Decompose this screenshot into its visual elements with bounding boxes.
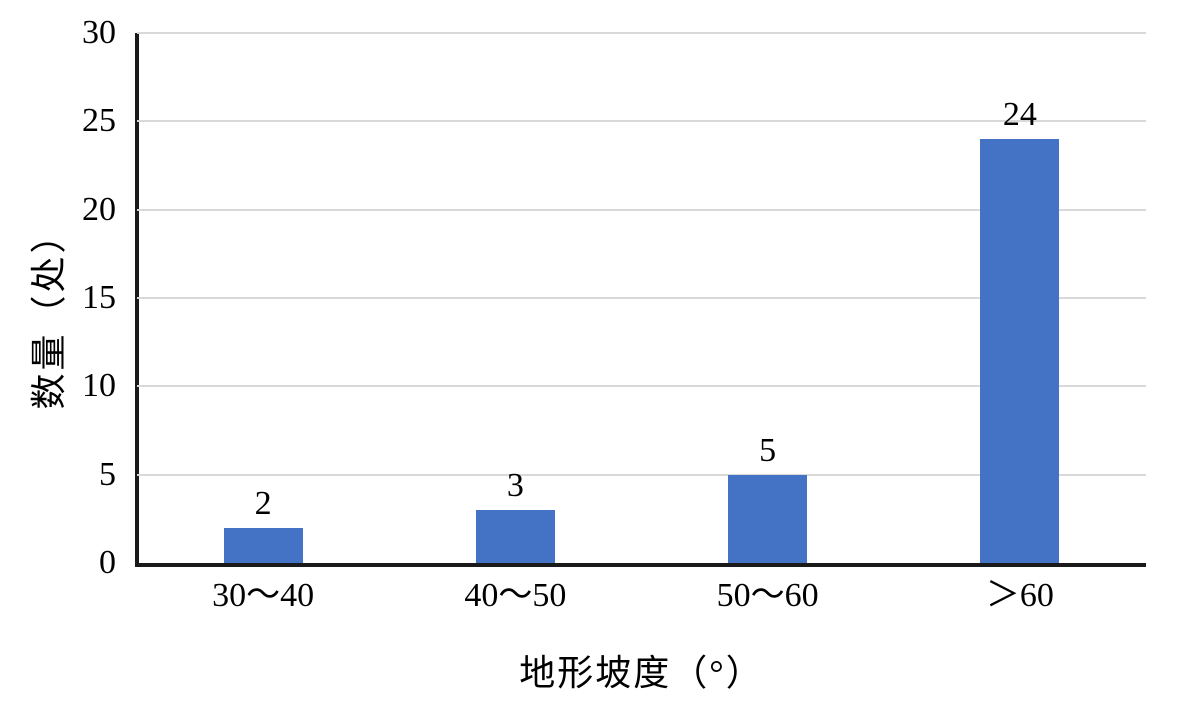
gridline	[137, 120, 1146, 123]
bar	[980, 139, 1060, 563]
bar	[728, 474, 808, 563]
y-tick-label: 0	[99, 544, 116, 581]
data-label: 3	[506, 467, 524, 504]
gridline	[137, 32, 1146, 34]
data-label: 5	[759, 431, 777, 469]
x-tick-label: 40～50	[464, 577, 567, 614]
y-tick-label: 15	[82, 279, 116, 316]
y-axis-line	[135, 33, 139, 567]
gridline	[137, 473, 1146, 476]
data-label: 24	[1002, 96, 1037, 133]
y-tick-label: 25	[82, 102, 116, 140]
y-axis-ticks: 0 5 10 15 20 25 30	[0, 14, 116, 581]
x-tick-label: ＞60	[985, 577, 1054, 614]
x-axis-ticks: 30～40 40～50 50～60 ＞60	[137, 574, 1146, 622]
x-axis-title: 地形坡度（°）	[519, 653, 764, 693]
x-axis-line	[135, 563, 1146, 567]
gridline	[137, 385, 1146, 388]
bar	[475, 510, 555, 563]
gridline	[137, 208, 1146, 211]
x-tick-label: 30～40	[212, 577, 315, 614]
data-label: 2	[254, 484, 272, 522]
x-tick-label: 50～60	[716, 577, 819, 614]
y-tick-label: 5	[99, 455, 116, 493]
y-tick-label: 20	[82, 190, 116, 228]
y-tick-label: 30	[82, 14, 116, 51]
plot-area: 2 3 5 24	[137, 32, 1146, 563]
y-tick-label: 10	[82, 367, 116, 405]
gridline	[137, 297, 1146, 299]
bar	[223, 527, 303, 563]
